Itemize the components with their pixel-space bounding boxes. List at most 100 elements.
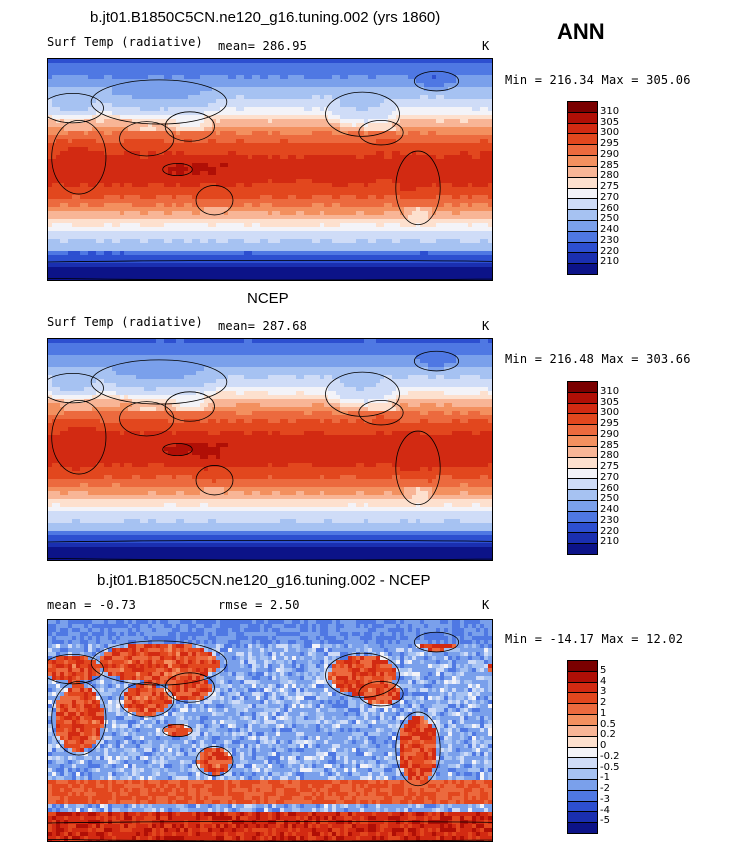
map-cell — [156, 191, 161, 196]
map-cell — [104, 79, 109, 84]
map-cell — [256, 111, 261, 116]
map-cell — [408, 115, 413, 120]
map-cell — [224, 155, 229, 160]
map-cell — [284, 155, 289, 160]
map-cell — [412, 231, 417, 236]
map-cell — [108, 135, 113, 140]
map-cell — [392, 75, 397, 80]
map-cell — [256, 71, 261, 76]
map-cell — [444, 183, 449, 188]
map-cell — [440, 219, 445, 224]
map-cell — [368, 63, 373, 68]
map-cell — [160, 147, 165, 152]
map-cell — [140, 131, 145, 136]
map-cell — [212, 223, 217, 228]
map-cell — [88, 167, 93, 172]
map-cell — [332, 235, 337, 240]
map-cell — [420, 211, 425, 216]
map-cell — [440, 231, 445, 236]
map-cell — [292, 123, 297, 128]
map-cell — [256, 235, 261, 240]
map-cell — [220, 123, 225, 128]
map-cell — [416, 103, 421, 108]
map-cell — [488, 207, 492, 212]
map-cell — [412, 115, 417, 120]
map-cell — [144, 111, 149, 116]
map-cell — [144, 127, 149, 132]
map-cell — [204, 167, 209, 172]
map-cell — [456, 71, 461, 76]
map-cell — [116, 127, 121, 132]
map-cell — [264, 59, 269, 64]
map-cell — [348, 171, 353, 176]
map-cell — [272, 227, 277, 232]
map-cell — [444, 191, 449, 196]
map-cell — [164, 183, 169, 188]
map-cell — [264, 183, 269, 188]
map-cell — [296, 195, 301, 200]
map-cell — [240, 199, 245, 204]
map-cell — [212, 171, 217, 176]
map-cell — [356, 95, 361, 100]
map-cell — [124, 175, 129, 180]
map-cell — [128, 75, 133, 80]
map-cell — [280, 99, 285, 104]
map-cell — [320, 67, 325, 72]
map-cell — [284, 151, 289, 156]
map-cell — [344, 187, 349, 192]
map-cell — [296, 119, 301, 124]
map-cell — [264, 139, 269, 144]
map-cell — [72, 195, 77, 200]
map-cell — [48, 167, 53, 172]
map-cell — [236, 111, 241, 116]
map-cell — [332, 99, 337, 104]
map-cell — [396, 235, 401, 240]
map-cell — [100, 235, 105, 240]
map-cell — [80, 79, 85, 84]
map-cell — [256, 63, 261, 68]
map-cell — [388, 223, 393, 228]
map-cell — [420, 235, 425, 240]
map-cell — [464, 223, 469, 228]
map-cell — [212, 115, 217, 120]
map-cell — [376, 159, 381, 164]
map-cell — [64, 191, 69, 196]
map-cell — [156, 211, 161, 216]
map-cell — [436, 87, 441, 92]
map-cell — [428, 151, 433, 156]
map-cell — [464, 195, 469, 200]
map-cell — [320, 179, 325, 184]
map-cell — [408, 95, 413, 100]
map-cell — [412, 179, 417, 184]
map-cell — [280, 143, 285, 148]
map-cell — [468, 135, 473, 140]
map-cell — [272, 203, 277, 208]
map-cell — [436, 131, 441, 136]
map-cell — [112, 195, 117, 200]
map-cell — [52, 127, 57, 132]
map-cell — [416, 211, 421, 216]
map-cell — [296, 215, 301, 220]
map-cell — [196, 115, 201, 120]
map-cell — [376, 191, 381, 196]
map-cell — [184, 163, 189, 168]
map-cell — [424, 179, 429, 184]
map-cell — [244, 139, 249, 144]
map-cell — [220, 171, 225, 176]
map-cell — [428, 95, 433, 100]
map-cell — [88, 183, 93, 188]
map-cell — [64, 183, 69, 188]
map-cell — [276, 107, 281, 112]
map-cell — [480, 79, 485, 84]
map-cell — [420, 223, 425, 228]
map-cell — [380, 211, 385, 216]
map-cell — [456, 103, 461, 108]
map-cell — [396, 191, 401, 196]
map-cell — [488, 59, 492, 64]
map-cell — [364, 179, 369, 184]
map-cell — [468, 207, 473, 212]
map-cell — [88, 227, 93, 232]
map-cell — [348, 187, 353, 192]
map-cell — [104, 175, 109, 180]
map-cell — [420, 79, 425, 84]
